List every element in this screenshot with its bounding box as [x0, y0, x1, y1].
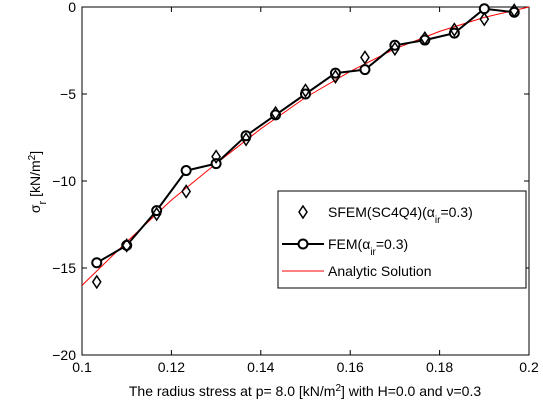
- sfem-point: [419, 30, 430, 46]
- y-axis-title: σr [kN/m2]: [27, 151, 50, 213]
- x-tick-label: 0.14: [247, 359, 274, 375]
- x-axis-title-sup: 2: [335, 383, 341, 394]
- legend-diamond-marker: [298, 204, 308, 220]
- sfem-point: [91, 274, 102, 290]
- sfem-point: [121, 238, 132, 253]
- legend-entry-fem: FEM(αir=0.3): [282, 236, 408, 258]
- series-markers: [91, 3, 520, 290]
- sfem-point: [300, 83, 311, 98]
- fem-point: [359, 64, 371, 76]
- y-tick-label: 0: [68, 0, 76, 15]
- y-axis-title-subscript: r: [37, 200, 49, 204]
- y-axis-title-unit-sup: 2: [27, 154, 38, 160]
- sfem-point: [389, 41, 400, 57]
- x-tick-label: 0.2: [519, 359, 539, 375]
- fem-point: [240, 130, 252, 142]
- sfem-point: [330, 69, 341, 84]
- y-tick-label: −10: [52, 173, 76, 189]
- sfem-point: [360, 50, 370, 65]
- y-tick-label: −20: [52, 347, 76, 363]
- sfem-point: [181, 184, 192, 199]
- sfem-point: [449, 22, 460, 37]
- x-tick-label: 0.12: [158, 359, 185, 375]
- x-axis-title-post: ] with H=0.0 and ν=0.3: [341, 383, 481, 399]
- x-axis-title-pre: The radius stress at p= 8.0 [kN/m: [129, 383, 336, 399]
- legend-label-fem: FEM(αir=0.3): [328, 236, 408, 258]
- sfem-point: [509, 3, 520, 18]
- y-axis-title-unit-close: ]: [27, 151, 43, 155]
- sfem-point: [241, 131, 251, 147]
- x-axis-ticks: 0.1 0.12 0.14 0.16 0.18 0.2: [72, 7, 539, 375]
- x-axis-title: The radius stress at p= 8.0 [kN/m2] with…: [129, 383, 481, 400]
- fem-point: [448, 27, 460, 39]
- legend: SFEM(SC4Q4)(αir=0.3) FEM(αir=0.3) Analyt…: [277, 190, 527, 289]
- x-tick-label: 0.16: [337, 359, 364, 375]
- sfem-point: [479, 11, 490, 27]
- fem-point: [300, 88, 311, 100]
- y-tick-label: −5: [60, 86, 76, 102]
- fem-point: [389, 39, 401, 51]
- y-axis-ticks: −20 −15 −10 −5 0: [52, 0, 529, 363]
- x-tick-label: 0.18: [426, 359, 453, 375]
- legend-label-analytic: Analytic Solution: [328, 263, 432, 279]
- fem-point: [180, 165, 192, 177]
- fem-point: [151, 205, 163, 217]
- legend-box: [277, 190, 527, 289]
- sfem-point: [270, 105, 281, 121]
- legend-circle-marker: [297, 238, 309, 250]
- fem-point: [329, 67, 341, 79]
- y-axis-title-symbol: σ: [27, 204, 43, 213]
- y-axis-title-unit: [kN/m: [27, 160, 43, 200]
- y-tick-label: −15: [52, 260, 76, 276]
- x-tick-label: 0.1: [72, 359, 92, 375]
- legend-label-sfem: SFEM(SC4Q4)(αir=0.3): [328, 204, 473, 226]
- legend-entry-analytic: Analytic Solution: [282, 263, 432, 279]
- plot-area-frame: [81, 6, 530, 356]
- sfem-point: [151, 206, 162, 222]
- fem-point: [91, 257, 103, 269]
- sfem-point: [211, 149, 222, 164]
- legend-entry-sfem: SFEM(SC4Q4)(αir=0.3): [298, 204, 473, 226]
